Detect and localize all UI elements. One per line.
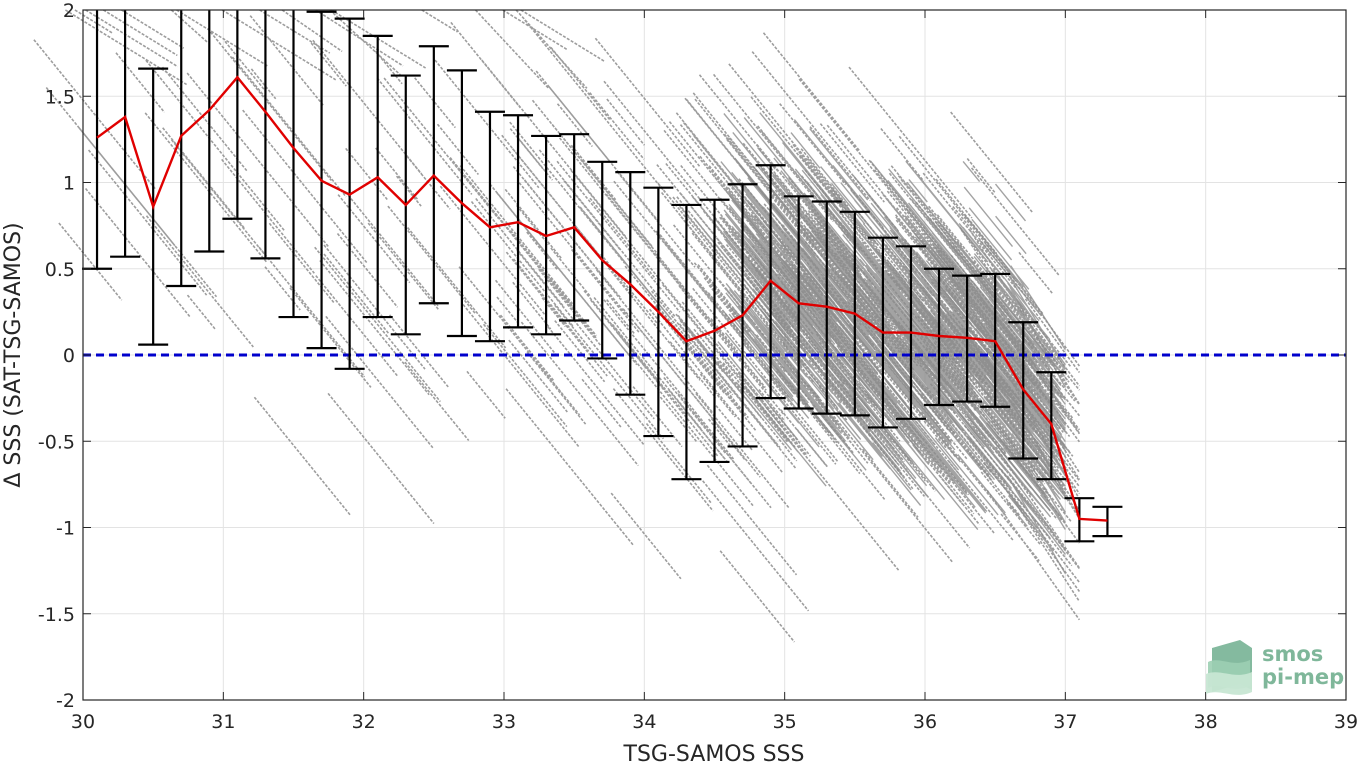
x-tick-label: 39 [1334, 711, 1358, 733]
y-tick-label: 0 [63, 345, 75, 367]
x-tick-label: 35 [773, 711, 797, 733]
error-bar [194, 10, 225, 253]
x-tick-label: 36 [913, 711, 937, 733]
x-axis-label: TSG-SAMOS SSS [623, 742, 805, 765]
error-bar [250, 10, 281, 260]
x-tick-label: 33 [492, 711, 516, 733]
error-bar [166, 10, 197, 288]
x-tick-label: 30 [71, 711, 95, 733]
tick-labels: 30 31 32 33 34 35 36 37 38 39 -2 -1.5 -1 -0.5 0 0.5 1 1.5… [38, 0, 1358, 733]
error-bar [110, 10, 141, 258]
logo-wave-icon [1206, 640, 1252, 695]
y-tick-label: -1.5 [38, 604, 75, 626]
mean-polyline [96, 75, 1108, 522]
x-tick-label: 38 [1194, 711, 1218, 733]
scatter-core [715, 112, 1066, 574]
y-tick-label: 1.5 [45, 86, 75, 108]
y-tick-label: -1 [56, 518, 75, 540]
error-bar [222, 10, 253, 220]
logo-text-line2: pi-mep [1262, 665, 1344, 689]
y-tick-label: -2 [56, 690, 75, 712]
x-tick-label: 37 [1053, 711, 1077, 733]
logo-text-line1: smos [1262, 642, 1323, 666]
error-bar [1092, 505, 1123, 538]
y-tick-label: 2 [63, 0, 75, 22]
y-tick-label: 0.5 [45, 259, 75, 281]
mean-line [96, 75, 1108, 522]
error-bar [278, 10, 309, 319]
x-tick-label: 34 [632, 711, 656, 733]
smos-pi-mep-logo: smos pi-mep [1206, 640, 1344, 695]
y-tick-label: 1 [63, 173, 75, 195]
x-tick-label: 31 [211, 711, 235, 733]
x-tick-label: 32 [352, 711, 376, 733]
y-tick-label: -0.5 [38, 431, 75, 453]
y-axis-label: Δ SSS (SAT-TSG-SAMOS) [1, 222, 26, 487]
axes [82, 9, 1347, 701]
